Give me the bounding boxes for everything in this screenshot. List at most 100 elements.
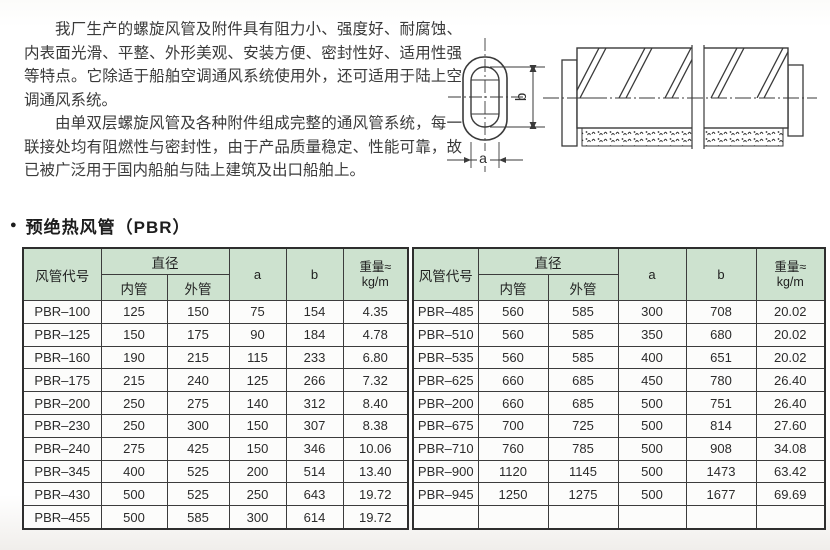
table-cell: 500 <box>617 459 687 484</box>
table-cell: 1473 <box>685 459 757 484</box>
table-cell: 20.02 <box>755 322 826 347</box>
spiral-hatching <box>577 48 788 98</box>
header-diameter: 直径 <box>100 247 230 275</box>
table-cell: 20.02 <box>755 300 826 324</box>
table-cell: 4.35 <box>342 300 409 324</box>
table-cell: 500 <box>617 482 687 507</box>
table-cell: 500 <box>100 482 168 507</box>
table-cell: 751 <box>685 391 757 415</box>
table-cell: 685 <box>547 391 619 415</box>
table-cell: 26.40 <box>755 391 826 415</box>
header-inner: 内管 <box>100 274 168 301</box>
table-cell <box>547 505 619 530</box>
table-cell: 300 <box>166 413 230 438</box>
table-cell: 34.08 <box>755 436 826 461</box>
table-row: PBR–510 560 585 350 680 20.02 <box>412 322 826 347</box>
header-b: b <box>685 247 757 301</box>
table-cell: 6.80 <box>342 345 409 370</box>
table-cell: 425 <box>166 436 230 461</box>
table-cell: 125 <box>228 368 287 393</box>
header-inner: 内管 <box>477 274 549 301</box>
section-break <box>691 43 705 151</box>
table-cell: 585 <box>547 300 619 324</box>
table-cell: 643 <box>285 482 344 507</box>
table-cell: 250 <box>100 391 168 415</box>
table-cell: 400 <box>100 459 168 484</box>
table-cell: 300 <box>228 505 287 530</box>
dimension-b-label: b <box>513 93 530 101</box>
table-cell: 13.40 <box>342 459 409 484</box>
header-outer: 外管 <box>547 274 619 301</box>
intro-paragraph-2: 由单双层螺旋风管及各种附件组成完整的通风管系统，每一联接处均有阻燃性与密封性，由… <box>24 115 462 179</box>
table-cell: 8.40 <box>342 391 409 415</box>
table-cell: 115 <box>228 345 287 370</box>
table-cell: 90 <box>228 322 287 347</box>
table-cell: PBR–200 <box>412 391 479 415</box>
table-cell: 184 <box>285 322 344 347</box>
table-cell: 708 <box>685 300 757 324</box>
table-cell: 150 <box>100 322 168 347</box>
table-cell: 1275 <box>547 482 619 507</box>
table-cell: 26.40 <box>755 368 826 393</box>
table-cell: 275 <box>166 391 230 415</box>
table-cell: 150 <box>228 436 287 461</box>
table-cell: 266 <box>285 368 344 393</box>
table-row: PBR–125 150 175 90 184 4.78 <box>22 322 409 347</box>
dimension-a: a <box>447 142 523 168</box>
table-row: PBR–175 215 240 125 266 7.32 <box>22 368 409 393</box>
table-cell: PBR–230 <box>22 413 102 438</box>
table-cell: 300 <box>617 300 687 324</box>
table-cell: 500 <box>617 413 687 438</box>
table-cell: 215 <box>166 345 230 370</box>
technical-diagrams: b a <box>435 10 825 210</box>
table-row: PBR–900 1120 1145 500 1473 63.42 <box>412 459 826 484</box>
table-cell: PBR–200 <box>22 391 102 415</box>
table-row: PBR–200 250 275 140 312 8.40 <box>22 391 409 415</box>
header-weight-line2: kg/m <box>361 274 389 289</box>
table-cell: 307 <box>285 413 344 438</box>
table-cell: 200 <box>228 459 287 484</box>
header-a: a <box>228 247 287 301</box>
table-cell: 500 <box>617 436 687 461</box>
table-cell: 150 <box>228 413 287 438</box>
pbr-table-right: 风管代号 直径 a b 重量≈ kg/m 内管 外管 PBR–485 560 585… <box>412 247 826 530</box>
table-cell: 19.72 <box>342 482 409 507</box>
table-row: PBR–100 125 150 75 154 4.35 <box>22 300 409 324</box>
table-cell: 1145 <box>547 459 619 484</box>
table-cell: PBR–100 <box>22 300 102 324</box>
header-weight: 重量≈ kg/m <box>755 247 826 301</box>
table-cell: 585 <box>166 505 230 530</box>
table-cell: 233 <box>285 345 344 370</box>
header-outer: 外管 <box>166 274 230 301</box>
table-cell: 346 <box>285 436 344 461</box>
section-heading: ● 预绝热风管（PBR） <box>10 213 191 238</box>
table-cell: 8.38 <box>342 413 409 438</box>
table-cell: 400 <box>617 345 687 370</box>
header-code: 风管代号 <box>412 247 479 301</box>
table-row: PBR–535 560 585 400 651 20.02 <box>412 345 826 370</box>
table-cell: 500 <box>100 505 168 530</box>
table-cell: 312 <box>285 391 344 415</box>
table-cell: PBR–175 <box>22 368 102 393</box>
table-cell: 75 <box>228 300 287 324</box>
table-cell: 560 <box>477 300 549 324</box>
table-cell: 814 <box>685 413 757 438</box>
table-row: PBR–485 560 585 300 708 20.02 <box>412 300 826 324</box>
table-cell: 190 <box>100 345 168 370</box>
pbr-table-left: 风管代号 直径 a b 重量≈ kg/m 内管 外管 PBR–100 125 150… <box>22 247 409 530</box>
header-a: a <box>617 247 687 301</box>
table-cell <box>755 505 826 530</box>
table-cell: 7.32 <box>342 368 409 393</box>
table-cell: PBR–535 <box>412 345 479 370</box>
header-b: b <box>285 247 344 301</box>
table-row: PBR–230 250 300 150 307 8.38 <box>22 413 409 438</box>
table-row: PBR–675 700 725 500 814 27.60 <box>412 413 826 438</box>
table-cell: PBR–430 <box>22 482 102 507</box>
table-row: PBR–625 660 685 450 780 26.40 <box>412 368 826 393</box>
table-cell: 150 <box>166 300 230 324</box>
table-cell: 240 <box>166 368 230 393</box>
table-cell: 1120 <box>477 459 549 484</box>
table-cell: PBR–240 <box>22 436 102 461</box>
table-cell: 725 <box>547 413 619 438</box>
